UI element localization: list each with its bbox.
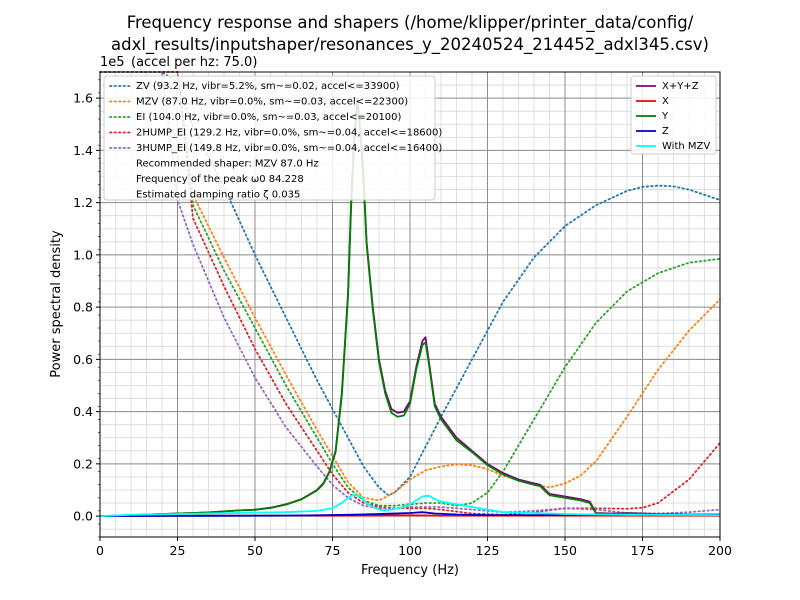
shaper-line	[99, 71, 721, 515]
x-tick-label: 0	[96, 543, 104, 558]
y-tick-label: 0.4	[73, 404, 93, 419]
legend-shaper-label: EI (104.0 Hz, vibr=0.0%, sm~=0.03, accel…	[136, 112, 402, 123]
x-tick-label: 200	[708, 543, 732, 558]
legend-shaper-label: MZV (87.0 Hz, vibr=0.0%, sm~=0.03, accel…	[136, 97, 408, 108]
legend-psd-label: Y	[661, 111, 669, 122]
legend-shapers: ZV (93.2 Hz, vibr=5.2%, sm~=0.02, accel<…	[103, 75, 442, 201]
legend-shaper-label: 3HUMP_EI (149.8 Hz, vibr=0.0%, sm~=0.04,…	[136, 143, 442, 154]
legend-psd-label: Z	[662, 126, 669, 137]
legend-psd-label: With MZV	[662, 141, 710, 152]
axis-ticks: 0 25 50 75 100 125 150 175 200 0.0 0.2 0.4 0.6 0.8 1.0…	[73, 79, 732, 558]
legend-info-text: Frequency of the peak ω0 84.228	[136, 174, 304, 185]
legend-info-text: Recommended shaper: MZV 87.0 Hz	[136, 159, 319, 170]
x-tick-label: 75	[325, 543, 341, 558]
x-tick-label: 150	[553, 543, 577, 558]
y-tick-label: 0.2	[73, 456, 93, 471]
legend-psd-label: X	[662, 96, 669, 107]
x-axis-label: Frequency (Hz)	[361, 563, 459, 578]
shaper-line	[99, 71, 721, 502]
y-axis-label: Power spectral density	[49, 230, 64, 378]
y-offset-text: 1e5	[100, 55, 125, 70]
chart-title-line1: Frequency response and shapers (/home/kl…	[127, 13, 694, 33]
x-tick-label: 25	[170, 543, 186, 558]
legend-shaper-label: ZV (93.2 Hz, vibr=5.2%, sm~=0.02, accel<…	[136, 81, 400, 92]
y-tick-label: 0.0	[73, 509, 93, 524]
legend-psd-box	[630, 75, 717, 155]
x-tick-label: 100	[398, 543, 422, 558]
series-lines	[99, 71, 721, 517]
y-tick-label: 0.8	[73, 300, 93, 315]
psd-line	[99, 493, 721, 517]
psd-line	[99, 511, 721, 517]
legend-shapers-box	[103, 75, 436, 201]
y-tick-label: 0.6	[73, 352, 93, 367]
shaper-line	[99, 71, 721, 507]
legend-info-text: Estimated damping ratio ζ 0.035	[136, 190, 300, 201]
x-tick-label: 125	[476, 543, 500, 558]
chart-title-line2: adxl_results/inputshaper/resonances_y_20…	[111, 35, 709, 55]
y-tick-label: 1.6	[73, 91, 93, 106]
legend-psd: X+Y+Z XYZ With MZV	[630, 75, 717, 155]
y-tick-label: 1.2	[73, 195, 93, 210]
y-tick-label: 1.4	[73, 143, 93, 158]
accel-per-hz-text: (accel per hz: 75.0)	[131, 55, 257, 70]
x-tick-label: 175	[631, 543, 655, 558]
psd-line	[99, 99, 720, 517]
y-tick-label: 1.0	[73, 247, 93, 262]
legend-psd-label: X+Y+Z	[662, 81, 699, 92]
legend-shaper-label: 2HUMP_EI (129.2 Hz, vibr=0.0%, sm~=0.04,…	[136, 128, 442, 139]
x-tick-label: 50	[247, 543, 263, 558]
